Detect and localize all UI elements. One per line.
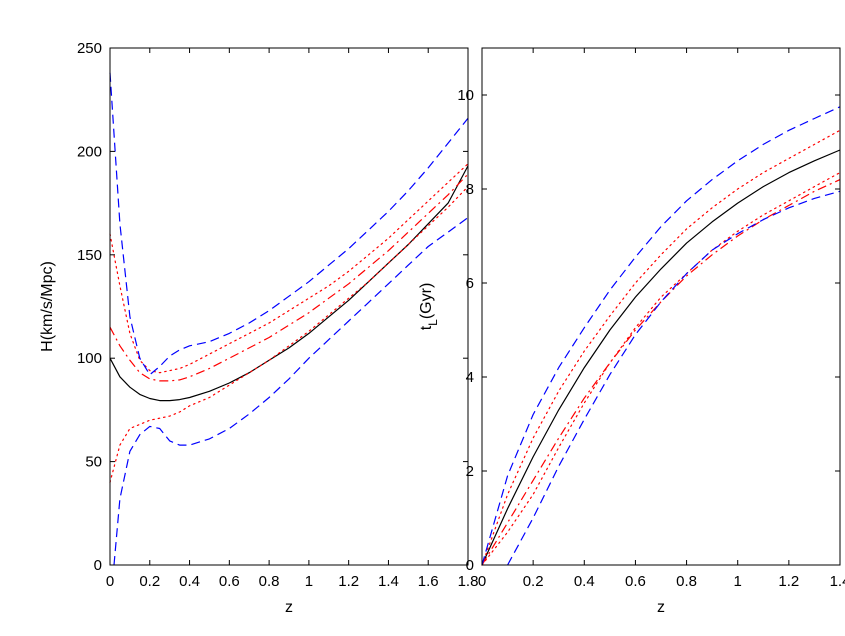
y-tick-label: 0 xyxy=(466,557,474,574)
x-tick-label: 0 xyxy=(478,573,486,590)
y-axis-label-main: t xyxy=(418,325,435,330)
x-tick-label: 0.6 xyxy=(219,573,240,590)
x-tick-label: 1.4 xyxy=(830,573,845,590)
y-tick-label: 10 xyxy=(457,87,474,104)
series-line-2-sigma-upper xyxy=(109,72,469,376)
series-line-mean xyxy=(481,179,841,566)
lookback-time-chart: 0 0.2 0.4 0.6 0.8 1 1.2 1.4 0 2 4 6 8 10 z tL(Gyr) xyxy=(418,47,845,616)
y-tick-label: 2 xyxy=(466,463,474,480)
x-tick-label: 1.6 xyxy=(418,573,439,590)
x-axis-label: z xyxy=(285,599,293,616)
y-tick-label: 200 xyxy=(77,143,102,160)
series-line-2-sigma-lower xyxy=(507,190,841,566)
x-tick-label: 0 xyxy=(106,573,114,590)
x-tick-label: 0.4 xyxy=(179,573,200,590)
x-tick-label: 0.4 xyxy=(574,573,595,590)
y-tick-label: 150 xyxy=(77,247,102,264)
series-line-1-sigma-upper xyxy=(109,163,469,374)
y-axis-label-sub: L xyxy=(426,319,440,326)
x-tick-label: 1 xyxy=(305,573,313,590)
y-tick-label: 6 xyxy=(466,275,474,292)
series-line-1-sigma-upper xyxy=(481,129,841,566)
x-tick-label: 1.2 xyxy=(778,573,799,590)
x-tick-label: 1.8 xyxy=(458,573,479,590)
series-line-best-fit xyxy=(481,149,841,566)
series-line-mean xyxy=(109,173,469,382)
x-tick-label: 0.2 xyxy=(523,573,544,590)
x-tick-label: 0.2 xyxy=(139,573,160,590)
x-tick-label: 1 xyxy=(734,573,742,590)
series-line-best-fit xyxy=(109,165,469,402)
y-tick-label: 0 xyxy=(94,557,102,574)
x-tick-label: 0.6 xyxy=(625,573,646,590)
series-line-1-sigma-lower xyxy=(481,172,841,566)
x-axis-label: z xyxy=(657,599,665,616)
y-tick-label: 250 xyxy=(77,40,102,57)
x-tick-label: 1.4 xyxy=(378,573,399,590)
y-tick-label: 4 xyxy=(466,369,474,386)
hubble-parameter-chart: 0 0.2 0.4 0.6 0.8 1 1.2 1.4 1.6 1.805010015020025… xyxy=(39,40,478,616)
y-tick-label: 8 xyxy=(466,181,474,198)
y-axis-label: tL(Gyr) xyxy=(418,283,440,331)
series-line-2-sigma-lower xyxy=(113,217,469,566)
y-axis-label: H(km/s/Mpc) xyxy=(39,261,56,352)
series-line-2-sigma-upper xyxy=(481,106,841,566)
x-tick-label: 1.2 xyxy=(338,573,359,590)
x-tick-label: 0.8 xyxy=(259,573,280,590)
y-axis-label-unit: (Gyr) xyxy=(418,283,435,319)
y-tick-label: 100 xyxy=(77,350,102,367)
y-tick-label: 50 xyxy=(85,454,102,471)
x-tick-label: 0.8 xyxy=(676,573,697,590)
